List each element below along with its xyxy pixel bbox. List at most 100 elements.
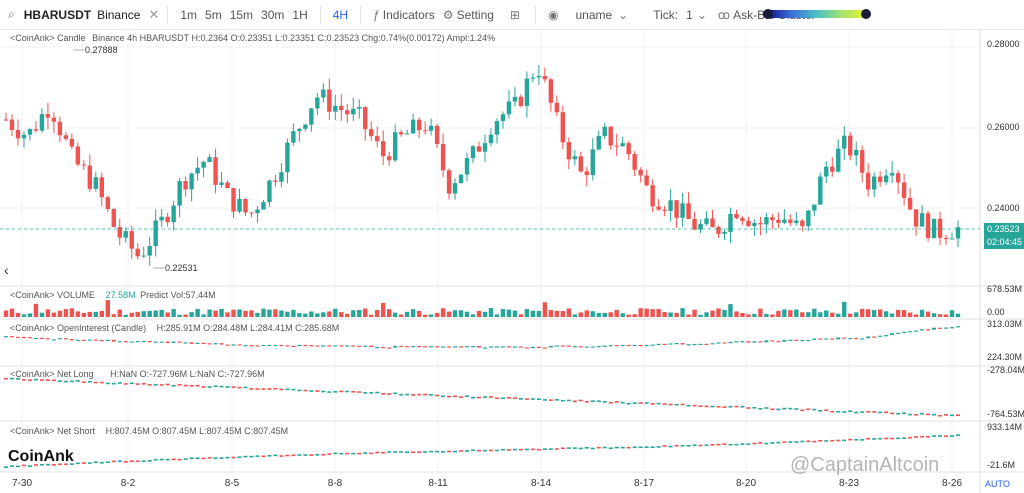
candle-pane-values: Binance 4h HBARUSDT H:0.2364 O:0.23351 L…: [92, 33, 496, 43]
volume-bar: [836, 313, 841, 317]
volume-bar: [135, 311, 140, 317]
oi-candle: [27, 337, 32, 339]
oi-candle: [183, 342, 188, 344]
netlong-candle: [716, 405, 721, 408]
netshort-candle: [800, 440, 805, 443]
slider-handle-right[interactable]: [861, 9, 871, 19]
netlong-candle: [602, 401, 607, 403]
candle-body: [9, 119, 15, 130]
volume-bar: [27, 313, 33, 317]
netshort-candle: [776, 441, 781, 444]
candle-body: [488, 134, 494, 144]
volume-bar: [273, 309, 278, 317]
netshort-candle: [225, 456, 230, 459]
netlong-candle: [908, 413, 913, 416]
oi-candle: [447, 346, 452, 348]
netlong-candle: [626, 402, 631, 405]
candle-body: [937, 218, 943, 238]
indicators-icon: ƒ: [373, 7, 380, 22]
tick-select[interactable]: 1 ⌄: [682, 8, 714, 22]
auto-scale-button[interactable]: AUTO: [985, 479, 1010, 489]
volume-bar: [848, 313, 853, 317]
oi-candle: [704, 343, 709, 345]
volume-bar: [506, 309, 512, 317]
volume-bar: [907, 312, 913, 317]
user-select[interactable]: uname ⌄: [571, 8, 635, 22]
netshort-axis-label: 933.14M: [987, 422, 1022, 432]
netlong-candle: [860, 411, 865, 413]
chevron-left-icon[interactable]: ‹: [4, 262, 9, 278]
netlong-candle: [177, 384, 182, 386]
interval-30m[interactable]: 30m: [261, 7, 285, 22]
interval-1h[interactable]: 1H: [292, 7, 308, 22]
candle-body: [171, 205, 176, 223]
netshort-candle: [399, 451, 404, 453]
netshort-candle: [866, 437, 871, 440]
netlong-candle: [447, 395, 452, 398]
setting-button[interactable]: ⚙ Setting: [439, 8, 498, 22]
netshort-candle: [758, 442, 763, 444]
indicators-button[interactable]: ƒ Indicators: [369, 8, 439, 22]
oi-candle: [381, 346, 386, 349]
volume-bar: [530, 310, 536, 317]
candle-body: [159, 216, 164, 221]
oi-candle: [524, 347, 529, 349]
slider-handle-left[interactable]: [763, 9, 773, 19]
tick-label: Tick:: [653, 7, 679, 22]
oi-candle: [770, 340, 775, 342]
oi-candle: [231, 344, 236, 346]
netlong-candle: [87, 380, 92, 383]
netshort-candle: [698, 444, 703, 447]
candle-body: [363, 107, 368, 130]
candle-body: [770, 217, 775, 220]
interval-15m[interactable]: 15m: [229, 7, 254, 22]
close-icon[interactable]: ✕: [148, 6, 160, 22]
oi-candle: [87, 339, 92, 341]
cluster-icon: ꝏ: [717, 7, 731, 22]
oi-candle: [632, 344, 637, 347]
interval-5m[interactable]: 5m: [205, 7, 222, 22]
interval-1m[interactable]: 1m: [180, 7, 198, 22]
visibility-button[interactable]: ◉: [544, 8, 565, 22]
exchange-name[interactable]: Binance: [97, 7, 141, 22]
netlong-candle: [842, 411, 847, 413]
volume-bar: [782, 309, 787, 317]
netlong-candle: [488, 396, 493, 398]
oi-candle: [578, 346, 583, 348]
netlong-candle: [554, 399, 559, 401]
last-price-tag: 0.23523: [984, 223, 1024, 236]
candle-body: [668, 200, 673, 211]
netlong-candle: [686, 404, 691, 407]
volume-bar: [398, 314, 404, 317]
volume-bar: [357, 309, 362, 317]
netlong-candle: [423, 393, 428, 396]
oi-candle: [327, 345, 332, 347]
netlong-candle: [249, 388, 254, 390]
netlong-candle: [698, 405, 703, 407]
candle-body: [105, 197, 110, 210]
symbol-name[interactable]: HBARUSDT: [23, 7, 92, 22]
candle-body: [680, 203, 685, 218]
oi-candle: [950, 327, 955, 329]
netshort-candle: [315, 453, 320, 456]
interval-4h[interactable]: 4H: [332, 7, 349, 22]
netlong-candle: [81, 381, 86, 384]
oi-candle: [177, 341, 182, 343]
symbol-search[interactable]: ⌕ HBARUSDT Binance ✕: [0, 7, 159, 23]
netlong-candle: [303, 389, 308, 392]
netshort-values: H:807.45M O:807.45M L:807.45M C:807.45M: [105, 426, 289, 436]
oi-candle: [920, 329, 925, 331]
candle-body: [135, 248, 140, 257]
oi-candle: [788, 339, 793, 341]
volume-bars-group: [3, 300, 961, 317]
candle-body: [279, 172, 284, 182]
layout-button[interactable]: ⊞: [506, 8, 527, 22]
volume-bar: [614, 309, 619, 317]
oi-candle: [866, 336, 871, 339]
candle-body: [189, 173, 194, 190]
volume-bar: [141, 311, 146, 317]
candle-body: [650, 185, 655, 207]
heatmap-color-slider[interactable]: [763, 9, 871, 19]
candle-body: [644, 175, 649, 186]
